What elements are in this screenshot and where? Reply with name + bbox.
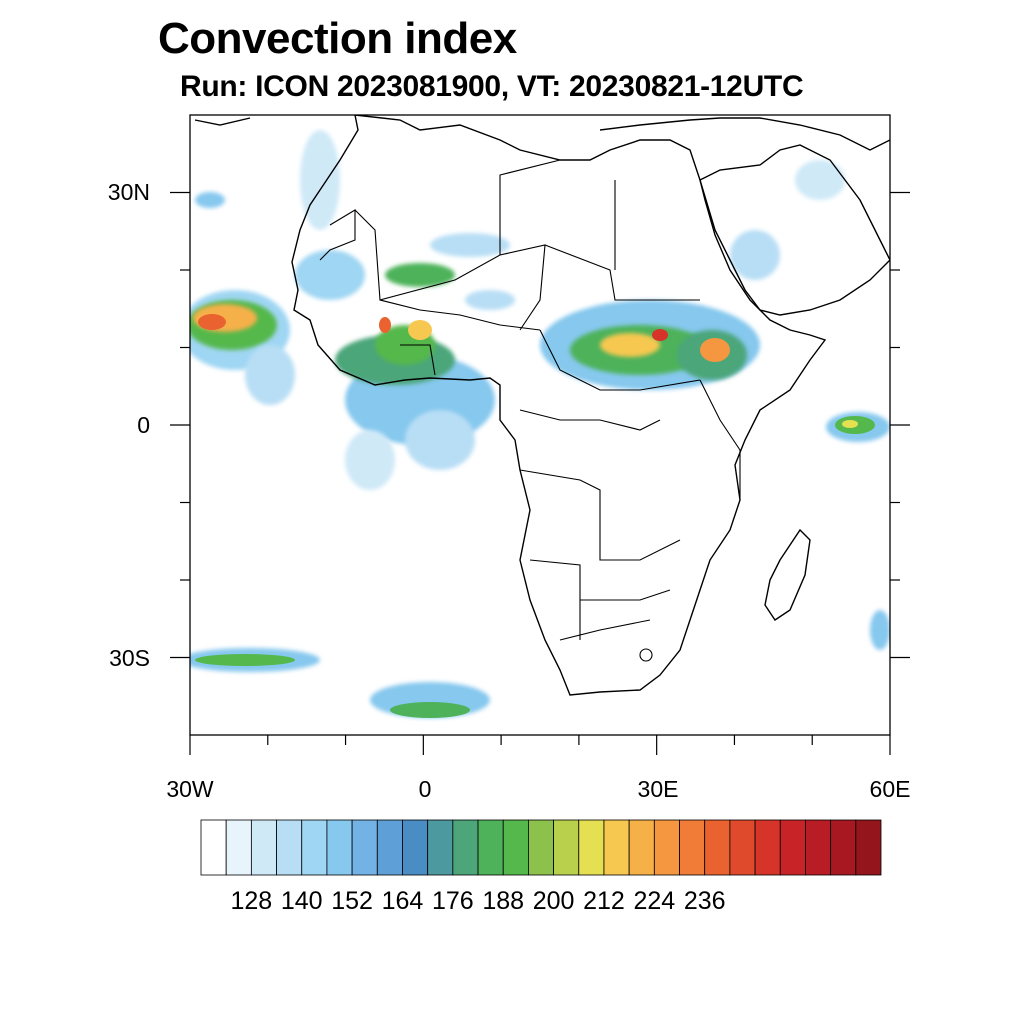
colorbar-label: 224 bbox=[633, 887, 676, 915]
colorbar-label: 188 bbox=[482, 887, 525, 915]
colorbar bbox=[200, 819, 882, 876]
colorbar-swatch bbox=[477, 819, 504, 876]
colorbar-label: 176 bbox=[431, 887, 474, 915]
map-frame bbox=[189, 114, 891, 736]
southern-frontal-bands bbox=[190, 192, 890, 718]
sahel-convection-band bbox=[295, 130, 515, 310]
colorbar-swatch bbox=[805, 819, 832, 876]
colorbar-swatch bbox=[578, 819, 605, 876]
colorbar-swatch bbox=[326, 819, 353, 876]
colorbar-swatch bbox=[729, 819, 756, 876]
indian-ocean-convection bbox=[826, 412, 890, 442]
lat-label-30s: 30S bbox=[109, 645, 150, 671]
axis-ticks bbox=[170, 191, 910, 755]
colorbar-swatch bbox=[502, 819, 529, 876]
colorbar-swatch bbox=[754, 819, 781, 876]
colorbar-label: 152 bbox=[331, 887, 373, 915]
colorbar-swatch bbox=[553, 819, 580, 876]
colorbar-swatch bbox=[830, 819, 857, 876]
west-africa-convection-cluster bbox=[335, 317, 495, 490]
lat-label-0: 0 bbox=[137, 412, 150, 438]
colorbar-label: 236 bbox=[683, 887, 726, 915]
lon-label-30w: 30W bbox=[166, 776, 214, 802]
map-title: Convection index bbox=[158, 14, 517, 63]
colorbar-swatch bbox=[628, 819, 655, 876]
colorbar-swatch bbox=[276, 819, 303, 876]
colorbar-swatch bbox=[779, 819, 806, 876]
run-info-subtitle: Run: ICON 2023081900, VT: 20230821-12UTC bbox=[180, 70, 804, 103]
colorbar-label: 200 bbox=[532, 887, 575, 915]
colorbar-swatch bbox=[679, 819, 706, 876]
colorbar-swatch bbox=[301, 819, 328, 876]
colorbar-swatch bbox=[603, 819, 630, 876]
colorbar-swatch bbox=[704, 819, 731, 876]
lon-label-60e: 60E bbox=[869, 776, 911, 802]
colorbar-swatch bbox=[855, 819, 882, 876]
colorbar-swatch bbox=[402, 819, 429, 876]
coastlines bbox=[194, 115, 890, 696]
lat-label-30n: 30N bbox=[107, 179, 150, 205]
colorbar-swatch bbox=[200, 819, 227, 876]
colorbar-swatch bbox=[351, 819, 378, 876]
colorbar-label: 140 bbox=[280, 887, 323, 915]
lon-label-0: 0 bbox=[418, 776, 432, 802]
colorbar-swatch bbox=[250, 819, 277, 876]
atlantic-convection-cluster bbox=[190, 290, 295, 405]
colorbar-swatch bbox=[427, 819, 454, 876]
lon-label-30e: 30E bbox=[637, 776, 679, 802]
colorbar-swatch bbox=[376, 819, 403, 876]
convection-field bbox=[190, 130, 890, 718]
colorbar-label: 128 bbox=[230, 887, 273, 915]
colorbar-label: 164 bbox=[381, 887, 424, 915]
colorbar-swatch bbox=[225, 819, 252, 876]
colorbar-swatch bbox=[653, 819, 680, 876]
east-africa-convection-cluster bbox=[540, 160, 845, 390]
colorbar-label: 212 bbox=[583, 887, 625, 915]
country-borders bbox=[319, 159, 741, 662]
colorbar-swatch bbox=[528, 819, 554, 876]
colorbar-swatch bbox=[452, 819, 479, 876]
